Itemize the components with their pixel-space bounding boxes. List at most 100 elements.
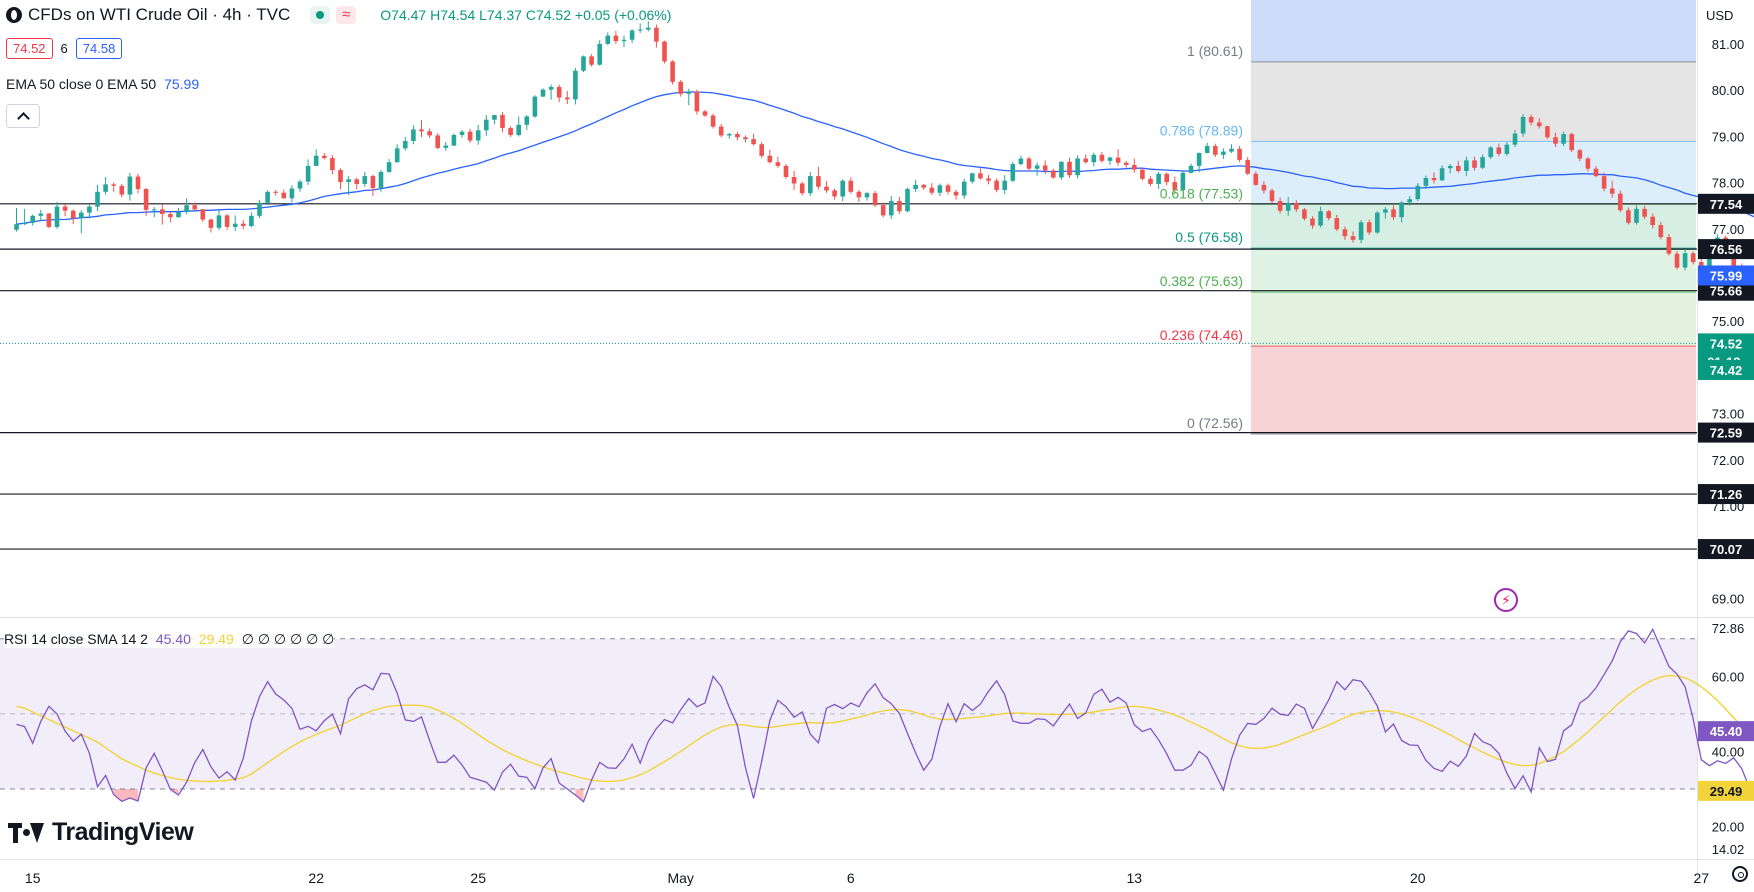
time-tick-label: 27 xyxy=(1694,870,1710,886)
price-tick-label: 69.00 xyxy=(1712,592,1745,607)
candle-body xyxy=(711,116,716,127)
snapshot-lightning-icon[interactable]: ⚡ xyxy=(1494,588,1518,612)
spread-value: 6 xyxy=(61,41,68,56)
candle-body xyxy=(857,192,862,198)
bid-price-badge[interactable]: 74.52 xyxy=(6,38,53,59)
rsi-value-tag-text: 45.40 xyxy=(1710,724,1743,739)
candle-body xyxy=(419,129,424,131)
candle-body xyxy=(435,135,440,147)
price-tick-label: 73.00 xyxy=(1712,407,1745,422)
candle-body xyxy=(1124,163,1129,165)
tradingview-logo[interactable]: TradingView xyxy=(8,818,193,847)
candle-body xyxy=(1610,189,1615,194)
candle xyxy=(1140,168,1145,180)
candle-body xyxy=(71,211,76,218)
symbol-logo-icon xyxy=(6,7,22,23)
fib-zone-0 xyxy=(1251,346,1696,434)
price-tick-label: 77.00 xyxy=(1712,222,1745,237)
candle xyxy=(1521,114,1526,137)
candle-body xyxy=(1043,165,1048,170)
candle-body xyxy=(905,189,910,211)
candle-body xyxy=(395,148,400,162)
collapse-legend-button[interactable] xyxy=(6,104,40,128)
candle xyxy=(873,191,878,207)
candle-body xyxy=(541,90,546,97)
candle-body xyxy=(152,209,157,210)
candle-body xyxy=(111,184,116,185)
candle-body xyxy=(338,170,343,182)
fib-label-0.5: 0.5 (76.58) xyxy=(1175,229,1243,245)
candle-body xyxy=(330,158,335,170)
candle-body xyxy=(346,179,351,182)
ema-price-tag: 75.99 xyxy=(1698,265,1754,285)
candle-body xyxy=(1035,165,1040,168)
candle-body xyxy=(209,220,214,228)
ema-legend-label[interactable]: EMA 50 close 0 EMA 50 xyxy=(6,76,156,92)
candle-body xyxy=(1083,159,1088,163)
candle-body xyxy=(913,185,918,189)
candle-body xyxy=(962,182,967,196)
candle xyxy=(1675,251,1680,269)
candle-body xyxy=(824,187,829,191)
candle-body xyxy=(217,215,222,227)
ema-legend-value: 75.99 xyxy=(164,76,199,92)
candle-body xyxy=(614,36,619,42)
candle-body xyxy=(1140,170,1145,179)
candle-body xyxy=(1675,254,1680,268)
candle-body xyxy=(257,203,262,216)
rsi-tick-label: 40.00 xyxy=(1712,744,1745,759)
level-tag-72.59: 72.59 xyxy=(1698,423,1754,443)
tradingview-logo-text: TradingView xyxy=(52,818,193,847)
symbol-title[interactable]: CFDs on WTI Crude Oil · 4h · TVC xyxy=(28,5,290,25)
candle-body xyxy=(938,185,943,192)
candle-body xyxy=(225,215,230,227)
fib-label-0: 0 (72.56) xyxy=(1187,415,1243,431)
rsi-tick-label: 60.00 xyxy=(1712,669,1745,684)
candle-body xyxy=(233,224,238,227)
candle-body xyxy=(978,173,983,178)
candle-body xyxy=(1505,145,1510,154)
candle-body xyxy=(55,207,60,227)
candle xyxy=(1059,161,1064,179)
fib-label-0.236: 0.236 (74.46) xyxy=(1160,327,1243,343)
rsi-legend-label[interactable]: RSI 14 close SMA 14 2 xyxy=(4,631,148,647)
candle-body xyxy=(678,82,683,94)
candle-body xyxy=(840,181,845,197)
candle-body xyxy=(411,129,416,141)
candle-body xyxy=(144,189,149,210)
candle-body xyxy=(1440,168,1445,180)
fib-zone-0.786 xyxy=(1251,62,1696,141)
last-price-tag-text: 74.52 xyxy=(1710,336,1743,351)
rsi-legend-value: 45.40 xyxy=(156,631,191,647)
candle-body xyxy=(970,173,975,181)
candle-body xyxy=(1116,158,1121,163)
candle-body xyxy=(549,87,554,90)
candle-body xyxy=(784,166,789,177)
ask-price-badge[interactable]: 74.58 xyxy=(76,38,123,59)
candle-body xyxy=(1067,162,1072,175)
candle-body xyxy=(1027,159,1032,169)
fib-zone-above-1 xyxy=(1251,0,1696,62)
candle-body xyxy=(314,156,319,166)
rsi-tick-label: 14.02 xyxy=(1712,842,1745,857)
currency-label[interactable]: USD xyxy=(1706,8,1733,23)
settings-gear-icon[interactable] xyxy=(1732,866,1748,882)
market-open-dot-icon xyxy=(310,6,330,24)
candle-body xyxy=(1245,160,1250,174)
candle-body xyxy=(87,207,92,213)
candle-body xyxy=(1537,122,1542,126)
candle-body xyxy=(622,40,627,41)
rsi-tick-label: 20.00 xyxy=(1712,820,1745,835)
candle-body xyxy=(1100,155,1105,161)
level-tag-70.07: 70.07 xyxy=(1698,539,1754,559)
candle-body xyxy=(630,31,635,40)
candle-body xyxy=(873,193,878,205)
candle-body xyxy=(1464,160,1469,171)
candle-body xyxy=(1407,199,1412,202)
candle-body xyxy=(849,181,854,192)
level-tag-77.54: 77.54 xyxy=(1698,194,1754,214)
candle-body xyxy=(597,44,602,65)
candle-body xyxy=(1205,146,1210,153)
